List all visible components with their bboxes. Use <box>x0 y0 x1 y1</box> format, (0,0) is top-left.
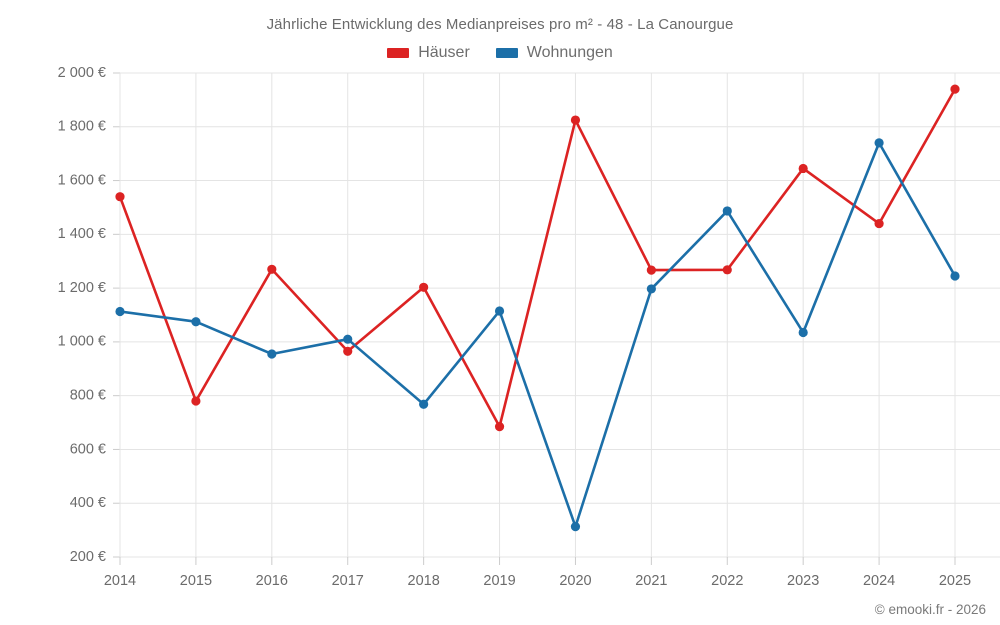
legend-swatch-haeuser <box>387 48 410 58</box>
chart-title: Jährliche Entwicklung des Medianpreises … <box>266 16 734 33</box>
legend-label-wohnungen: Wohnungen <box>526 44 613 61</box>
x-axis-tick-label: 2019 <box>483 573 515 589</box>
legend-swatch-wohnungen <box>495 48 518 58</box>
x-axis-tick-label: 2014 <box>104 573 136 589</box>
x-axis-tick-label: 2018 <box>408 573 440 589</box>
data-point-marker[interactable] <box>722 265 732 275</box>
data-point-marker[interactable] <box>191 396 201 406</box>
y-axis-tick-label: 1 000 € <box>58 334 106 350</box>
x-axis-tick-label: 2025 <box>939 573 971 589</box>
data-point-marker[interactable] <box>798 327 808 338</box>
chart-credit: © emooki.fr - 2026 <box>874 602 986 617</box>
data-series-layer <box>115 84 960 532</box>
x-axis-tick-label: 2020 <box>559 573 591 589</box>
legend-item-wohnungen[interactable]: Wohnungen <box>495 44 613 62</box>
x-axis-tick-label: 2021 <box>635 573 667 589</box>
legend-label-haeuser: Häuser <box>418 44 470 61</box>
data-point-marker[interactable] <box>191 317 201 327</box>
legend-item-haeuser[interactable]: Häuser <box>387 44 470 62</box>
grid-lines <box>113 72 1000 565</box>
data-point-marker[interactable] <box>343 346 353 356</box>
data-point-marker[interactable] <box>343 334 353 344</box>
series-line-häuser <box>118 87 957 428</box>
x-axis-tick-label: 2024 <box>863 573 895 589</box>
y-axis-tick-label: 400 € <box>70 495 106 511</box>
x-axis-tick-labels: 2014 2015 2016 2017 2018 2019 2020 2021 2022 2023… <box>104 573 971 589</box>
data-point-marker[interactable] <box>494 421 505 432</box>
data-point-marker[interactable] <box>419 399 429 409</box>
y-axis-tick-label: 1 200 € <box>58 280 106 296</box>
y-axis-tick-labels: 200 € 400 € 600 € 800 € 1 000 € 1 200 € 1 400 … <box>58 65 106 565</box>
data-point-marker[interactable] <box>950 84 960 94</box>
data-point-marker[interactable] <box>874 138 884 148</box>
x-axis-tick-label: 2023 <box>787 573 819 589</box>
chart-legend: Häuser Wohnungen <box>0 44 1000 62</box>
data-point-marker[interactable] <box>570 115 581 125</box>
series-line-wohnungen <box>118 141 957 528</box>
x-axis-tick-label: 2022 <box>711 573 743 589</box>
x-axis-tick-label: 2017 <box>332 573 364 589</box>
y-axis-tick-label: 2 000 € <box>58 65 106 81</box>
data-point-marker[interactable] <box>950 271 960 281</box>
y-axis-tick-label: 200 € <box>70 549 106 565</box>
data-point-marker[interactable] <box>494 306 505 316</box>
x-axis-tick-label: 2015 <box>180 573 212 589</box>
y-axis-tick-label: 600 € <box>70 441 106 457</box>
y-axis-tick-label: 800 € <box>70 387 106 403</box>
data-point-marker[interactable] <box>115 192 125 202</box>
data-point-marker[interactable] <box>722 206 732 216</box>
data-point-marker[interactable] <box>646 265 656 275</box>
data-point-marker[interactable] <box>798 163 808 174</box>
data-point-marker[interactable] <box>267 349 277 359</box>
y-axis-tick-label: 1 800 € <box>58 119 106 135</box>
data-point-marker[interactable] <box>267 264 277 274</box>
data-point-marker[interactable] <box>646 284 656 294</box>
x-axis-tick-label: 2016 <box>256 573 288 589</box>
data-point-marker[interactable] <box>570 522 581 532</box>
y-axis-tick-label: 1 400 € <box>58 226 106 242</box>
data-point-marker[interactable] <box>115 306 125 317</box>
data-point-marker[interactable] <box>874 218 884 229</box>
data-point-marker[interactable] <box>419 282 429 292</box>
y-axis-tick-label: 1 600 € <box>58 172 106 188</box>
